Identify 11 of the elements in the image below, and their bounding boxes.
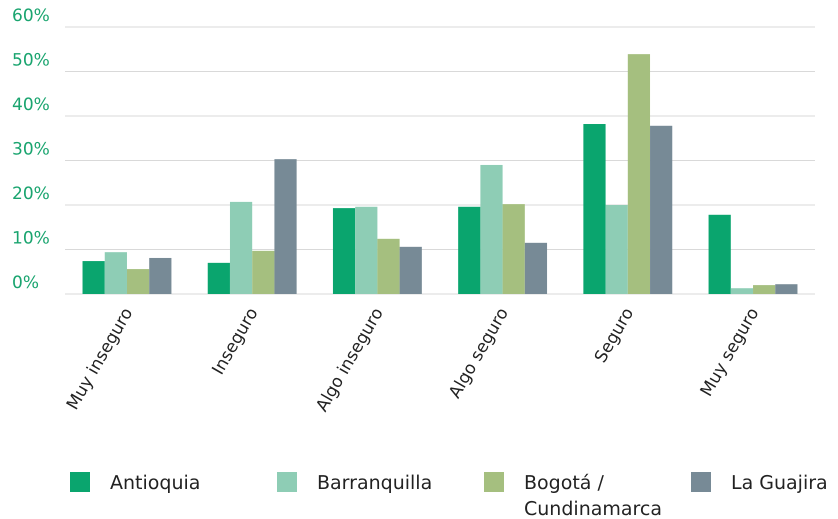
y-tick-label: 50% xyxy=(12,50,50,70)
legend-label: Barranquilla xyxy=(317,472,432,494)
legend-label: La Guajira xyxy=(731,472,828,494)
y-tick-label: 10% xyxy=(12,228,50,248)
legend-label: Bogotá / Cundinamarca xyxy=(524,472,662,519)
y-tick-label: 0% xyxy=(12,273,39,293)
legend-label: Antioquia xyxy=(110,472,200,494)
y-tick-label: 20% xyxy=(12,184,50,204)
y-tick-label: 60% xyxy=(12,6,50,26)
y-tick-label: 40% xyxy=(12,95,50,115)
y-tick-label: 30% xyxy=(12,140,50,160)
